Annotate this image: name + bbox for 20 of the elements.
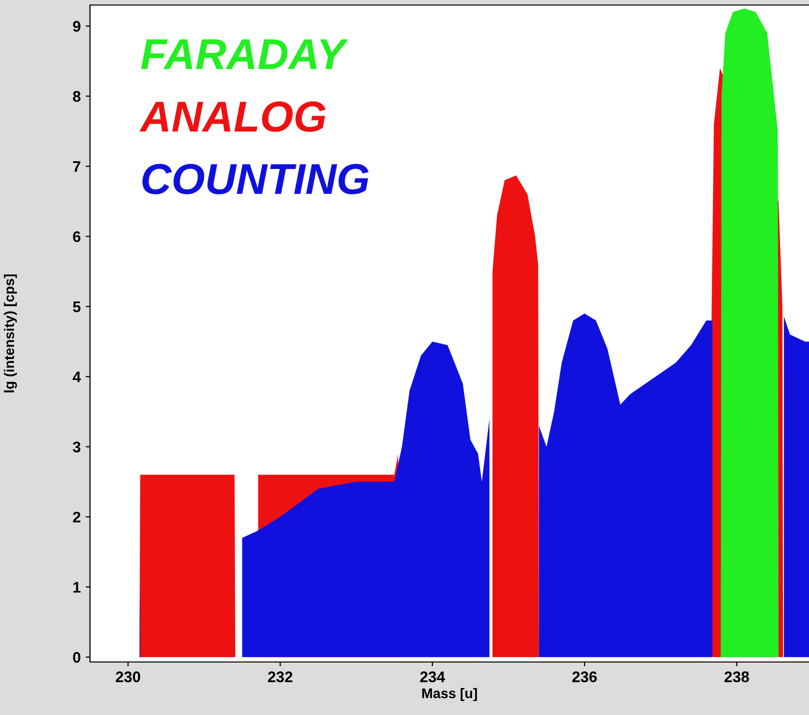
x-tick-label: 230	[116, 671, 140, 682]
x-tick-label: 234	[420, 671, 446, 682]
y-tick-label: 7	[73, 161, 80, 172]
text: ANALOG	[139, 101, 326, 132]
y-tick-label: 2	[73, 512, 80, 522]
text: FARADAY	[141, 39, 349, 70]
x-tick-label: 238	[724, 671, 749, 682]
y-tick-label: 9	[73, 20, 80, 32]
y-tick-label: 5	[72, 302, 81, 312]
x-tick-label: 236	[572, 671, 597, 682]
text: COUNTING	[142, 164, 369, 194]
y-tick-label: 8	[72, 91, 81, 102]
x-axis-title: Mass [u]	[422, 688, 477, 701]
y-tick-label: 3	[72, 442, 80, 452]
y-tick-label: 4	[72, 372, 81, 382]
y-axis-title: lg (intensity) [cps]	[4, 274, 17, 392]
x-tick-label: 232	[268, 671, 292, 682]
y-tick-label: 6	[73, 231, 80, 242]
y-tick-label: 1	[73, 582, 81, 593]
y-tick-label: 0	[73, 652, 80, 663]
